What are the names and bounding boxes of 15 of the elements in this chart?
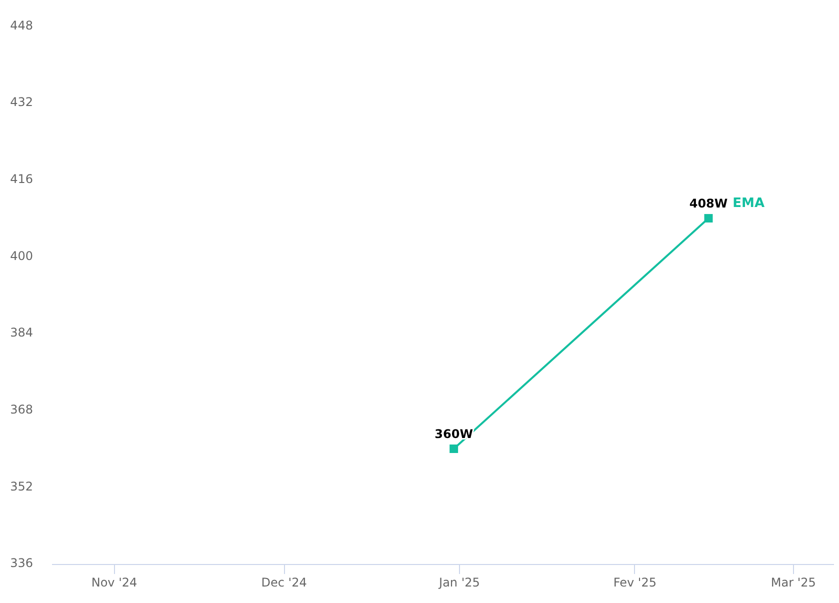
x-tick-label: Dec '24 [261,575,307,590]
y-tick-label: 448 [10,18,33,32]
series-label: EMA [732,196,765,212]
x-tick-label: Mar '25 [770,575,816,590]
data-label: 408W [689,196,728,210]
x-tick-label: Fev '25 [613,575,656,590]
y-tick-label: 352 [10,479,33,494]
x-tick-label: Jan '25 [438,575,480,590]
y-tick-label: 432 [10,95,33,110]
y-tick-label: 384 [10,326,33,340]
y-tick-label: 336 [10,556,33,570]
x-tick-label: Nov '24 [91,575,138,590]
y-tick-label: 416 [10,172,33,186]
y-tick-label: 368 [10,402,33,416]
y-tick-label: 400 [10,248,33,263]
